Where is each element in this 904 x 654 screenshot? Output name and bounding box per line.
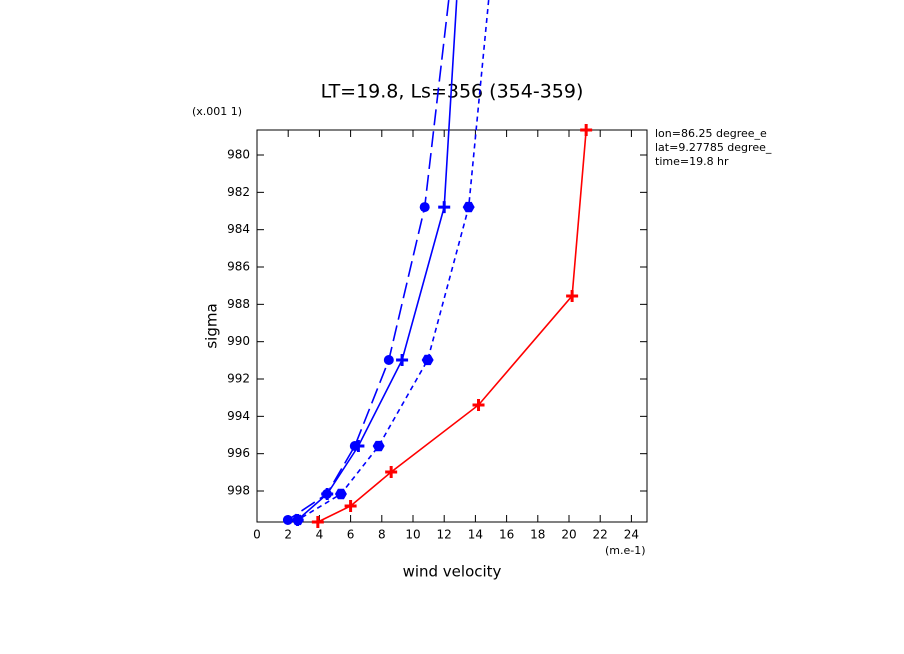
marker — [396, 353, 409, 366]
y-tick-label: 994 — [227, 409, 250, 423]
x-tick-label: 24 — [624, 528, 639, 542]
x-tick-label: 16 — [499, 528, 514, 542]
x-tick-label: 22 — [593, 528, 608, 542]
x-tick-label: 0 — [253, 528, 261, 542]
x-tick-label: 10 — [405, 528, 420, 542]
y-tick-label: 988 — [227, 297, 250, 311]
marker — [311, 516, 324, 528]
x-tick-label: 18 — [530, 528, 545, 542]
y-tick-label: 992 — [227, 372, 250, 386]
marker — [472, 398, 485, 411]
note: lon=86.25 degree_e — [655, 127, 767, 140]
y-tick-label: 982 — [227, 185, 250, 199]
marker — [580, 124, 593, 136]
x-scale-label: (m.e-1) — [605, 544, 646, 557]
marker — [419, 202, 430, 213]
marker — [321, 489, 332, 499]
y-tick-label: 980 — [227, 148, 250, 162]
series-line — [297, 0, 490, 521]
x-tick-label: 12 — [437, 528, 452, 542]
y-tick-label: 986 — [227, 260, 250, 274]
x-tick-label: 8 — [378, 528, 386, 542]
marker — [462, 201, 475, 213]
marker — [372, 440, 385, 452]
marker — [438, 201, 451, 214]
marker — [282, 514, 293, 525]
marker — [383, 354, 394, 365]
series-line — [297, 0, 458, 521]
x-tick-label: 14 — [468, 528, 483, 542]
y-tick-label: 990 — [227, 334, 250, 348]
y-tick-label: 996 — [227, 446, 250, 460]
series-line — [317, 129, 587, 523]
marker — [421, 354, 434, 366]
x-tick-label: 20 — [561, 528, 576, 542]
note: time=19.8 hr — [655, 155, 729, 168]
marker — [334, 488, 347, 500]
marker — [349, 441, 360, 452]
x-axis-label: wind velocity — [403, 563, 502, 581]
x-tick-label: 4 — [316, 528, 324, 542]
y-axis-label: sigma — [203, 303, 221, 348]
chart-title: LT=19.8, Ls=356 (354-359) — [321, 81, 584, 103]
x-tick-label: 2 — [284, 528, 292, 542]
y-scale-label: (x.001 1) — [192, 105, 242, 118]
y-tick-label: 998 — [227, 484, 250, 498]
note: lat=9.27785 degree_ — [655, 141, 772, 154]
marker — [291, 514, 304, 526]
marker — [344, 499, 357, 512]
plot-frame — [256, 129, 648, 523]
x-tick-label: 6 — [347, 528, 355, 542]
marker — [566, 289, 579, 302]
series-line — [287, 0, 450, 521]
marker — [385, 465, 398, 478]
y-tick-label: 984 — [227, 222, 250, 236]
